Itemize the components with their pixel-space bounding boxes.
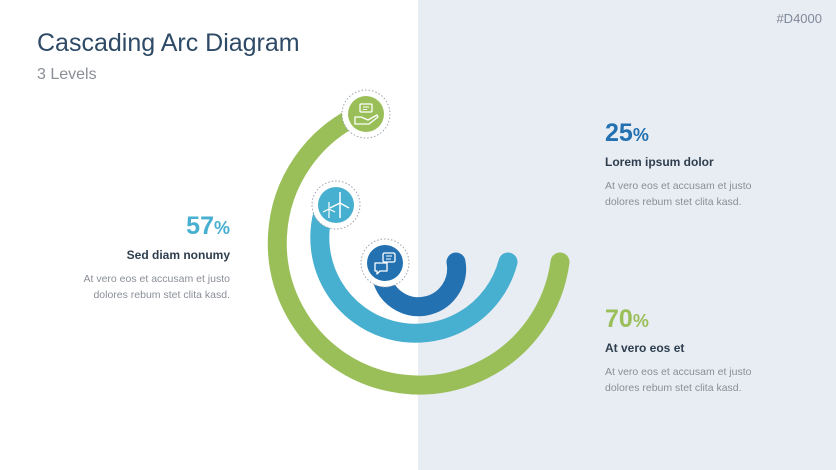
- middle-arc-teal: [310, 203, 518, 343]
- wind-turbine-icon: [311, 180, 361, 230]
- page-title: Cascading Arc Diagram: [37, 29, 300, 57]
- stat-block-right-top: 25% Lorem ipsum dolor At vero eos et acc…: [605, 119, 795, 210]
- stat-heading: Sed diam nonumy: [126, 248, 230, 262]
- inner-arc-blue: [373, 252, 467, 317]
- right-background-panel: [418, 0, 836, 470]
- stat-value: 70%: [605, 305, 649, 333]
- outer-arc-green: [267, 108, 570, 395]
- hand-message-icon: [341, 89, 391, 139]
- stat-heading: At vero eos et: [605, 341, 685, 355]
- stat-description: At vero eos et accusam et justo dolores …: [605, 180, 752, 208]
- stat-block-right-bottom: 70% At vero eos et At vero eos et accusa…: [605, 305, 795, 396]
- slide-code: #D4000: [776, 11, 822, 26]
- stat-heading: Lorem ipsum dolor: [605, 155, 714, 169]
- stat-value: 57%: [186, 212, 230, 240]
- stat-value: 25%: [605, 119, 649, 147]
- page-subtitle: 3 Levels: [37, 66, 97, 83]
- chat-bubbles-icon: [360, 238, 410, 288]
- stat-block-left: 57% Sed diam nonumy At vero eos et accus…: [40, 212, 231, 303]
- stat-description: At vero eos et accusam et justo dolores …: [605, 366, 752, 394]
- stat-description: At vero eos et accusam et justo dolores …: [83, 273, 231, 301]
